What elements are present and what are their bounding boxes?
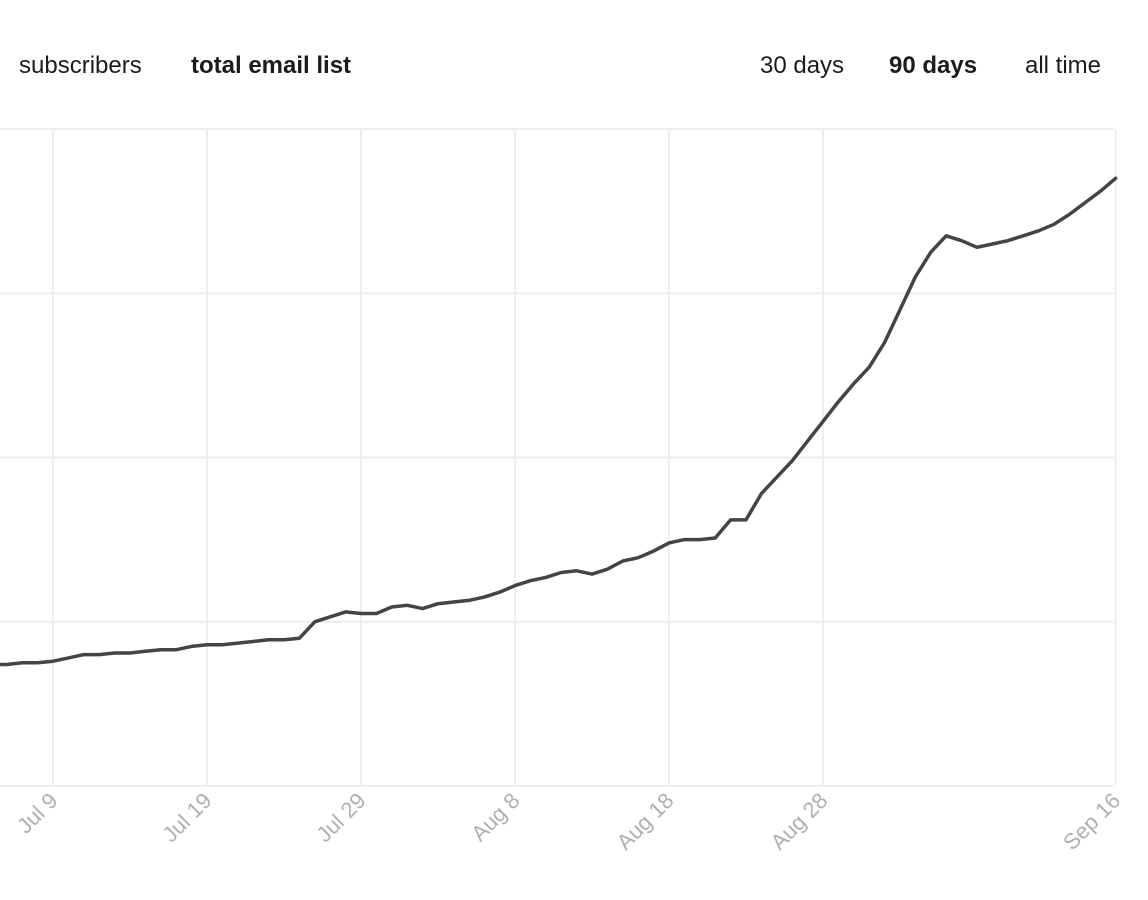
tab-subscribers[interactable]: subscribers — [19, 52, 142, 79]
horizontal-gridlines — [0, 128, 1114, 787]
x-tick-label: Jul 19 — [157, 788, 216, 847]
x-tick-label: Jul 9 — [12, 788, 63, 839]
tab-total-email-list[interactable]: total email list — [191, 52, 352, 79]
range-30-days[interactable]: 30 days — [760, 52, 845, 79]
x-tick-label: Aug 28 — [766, 788, 833, 855]
x-tick-label: Sep 16 — [1058, 788, 1125, 855]
x-axis-tick-labels: Jul 9 Jul 19 Jul 29 Aug 8 Aug 18 Aug 28 Sep 16 — [12, 788, 1125, 855]
range-all-time[interactable]: all time — [1025, 52, 1102, 79]
chart-toolbar: subscribers total email list 30 days 90 … — [0, 0, 1148, 130]
x-tick-label: Aug 18 — [612, 788, 679, 855]
x-tick-label: Jul 29 — [311, 788, 370, 847]
series-line — [0, 176, 1118, 667]
range-90-days[interactable]: 90 days — [889, 52, 978, 79]
x-tick-label: Aug 8 — [466, 788, 524, 846]
series-group — [0, 176, 1118, 667]
